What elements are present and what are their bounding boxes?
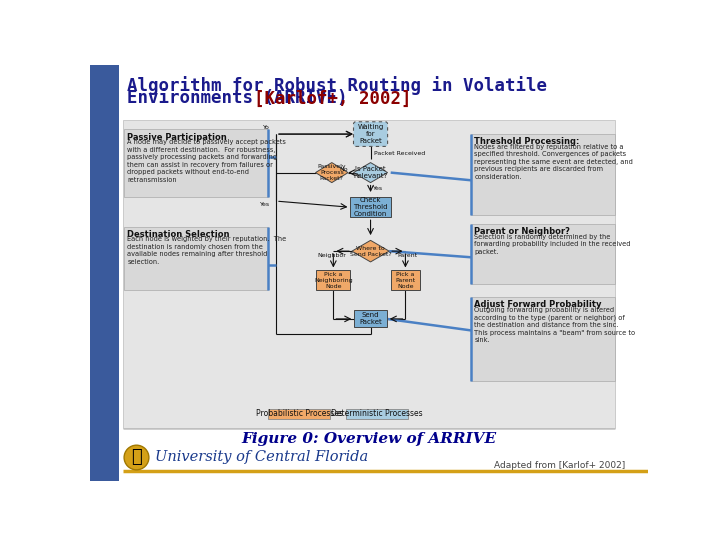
Bar [316, 271, 351, 291]
Polygon shape [354, 163, 387, 183]
Text: Deterministic Processes: Deterministic Processes [331, 409, 423, 418]
Bar [472, 298, 616, 381]
Bar [269, 409, 330, 419]
Bar [124, 130, 269, 197]
Polygon shape [352, 240, 389, 262]
Polygon shape [315, 163, 348, 183]
Text: Yo: Yo [263, 125, 270, 131]
Text: Adapted from [Karlof+ 2002]: Adapted from [Karlof+ 2002] [493, 461, 625, 470]
Bar [391, 271, 420, 291]
Bar [472, 224, 616, 284]
Text: Packet Received: Packet Received [374, 151, 425, 156]
Text: Adjust Forward Probability: Adjust Forward Probability [474, 300, 602, 309]
Text: Yes: Yes [373, 186, 383, 191]
Text: Send
Packet: Send Packet [359, 313, 382, 326]
Text: Threshold Processing:: Threshold Processing: [474, 137, 580, 146]
Text: Environments (ARRIVE): Environments (ARRIVE) [127, 90, 359, 107]
Text: Yes: Yes [260, 201, 270, 207]
Text: Is Packet
Relevant?: Is Packet Relevant? [354, 166, 387, 179]
Bar [122, 120, 616, 428]
Circle shape [124, 445, 149, 470]
Text: Passive Participation: Passive Participation [127, 132, 227, 141]
Text: Neighbor: Neighbor [318, 253, 346, 258]
Text: Figure 0: Overview of ARRIVE: Figure 0: Overview of ARRIVE [241, 432, 497, 446]
Text: Waiting
for
Packet: Waiting for Packet [357, 124, 384, 144]
Text: Algorithm for Robust Routing in Volatile: Algorithm for Robust Routing in Volatile [127, 76, 547, 96]
Text: Destination Selection: Destination Selection [127, 230, 230, 239]
Text: Passively
Process
Packet?: Passively Process Packet? [318, 164, 346, 181]
Bar [472, 134, 616, 215]
Text: Outgoing forwarding probability is altered
according to the type (parent or neig: Outgoing forwarding probability is alter… [474, 307, 636, 343]
Text: Nodes are filtered by reputation relative to a
specified threshold. Convergences: Nodes are filtered by reputation relativ… [474, 144, 634, 180]
Text: A node may decide to passively accept packets
with a different destination.  For: A node may decide to passively accept pa… [127, 139, 286, 183]
FancyBboxPatch shape [354, 122, 387, 146]
Text: Pick a
Parent
Node: Pick a Parent Node [395, 272, 415, 289]
Bar [90, 65, 120, 481]
Text: Probabilistic Processes: Probabilistic Processes [256, 409, 343, 418]
Text: Where to
Send Packet?: Where to Send Packet? [350, 246, 392, 256]
Bar [354, 310, 387, 327]
Text: Parent: Parent [397, 253, 417, 258]
Bar [346, 409, 408, 419]
Text: Selection is randomly determined by the
forwarding probability included in the r: Selection is randomly determined by the … [474, 234, 631, 255]
Text: 🦅: 🦅 [131, 448, 142, 465]
Text: Parent or Neighbor?: Parent or Neighbor? [474, 227, 570, 237]
Text: Pick a
Neighboring
Node: Pick a Neighboring Node [314, 272, 353, 289]
Text: Each node is weighted by their reputation.  The
destination is randomly chosen f: Each node is weighted by their reputatio… [127, 236, 287, 265]
Text: Check
Threshold
Condition: Check Threshold Condition [354, 197, 388, 217]
Text: [Karlof+, 2002]: [Karlof+, 2002] [254, 90, 412, 107]
Bar [351, 197, 391, 217]
Bar [124, 226, 269, 289]
Text: No: No [339, 167, 348, 172]
Text: University of Central Florida: University of Central Florida [155, 450, 369, 464]
